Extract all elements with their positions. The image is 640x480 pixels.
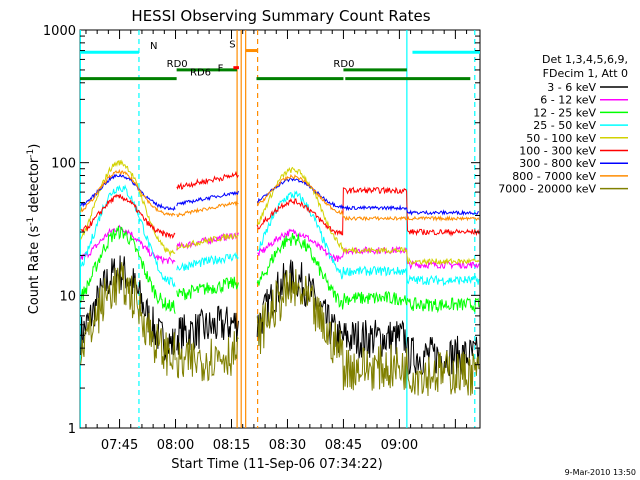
series-line — [80, 224, 480, 270]
y-axis-label: Count Rate (s-1 detector-1) — [26, 144, 42, 315]
legend-label: 3 - 6 keV — [547, 81, 596, 94]
x-tick-label: 08:30 — [269, 438, 306, 453]
series-line — [80, 225, 480, 314]
x-axis-ticks: 07:45 08:00 08:15 08:30 08:45 09:00 — [85, 30, 468, 453]
y-tick-label: 100 — [51, 157, 76, 172]
legend-label: 7000 - 20000 keV — [498, 183, 596, 196]
legend-label: 800 - 7000 keV — [512, 170, 596, 183]
y-axis-label-part: detector — [27, 157, 42, 217]
flag-label: N — [150, 41, 157, 52]
legend-header: Det 1,3,4,5,6,9, — [542, 53, 628, 66]
flag-label: S — [229, 40, 235, 51]
x-axis-label: Start Time (11-Sep-06 07:34:22) — [171, 457, 382, 472]
legend-label: 12 - 25 keV — [533, 106, 596, 119]
chart-title: HESSI Observing Summary Count Rates — [131, 7, 430, 25]
series-line — [80, 170, 480, 240]
x-tick-label: 09:00 — [381, 438, 418, 453]
x-tick-label: 08:00 — [157, 438, 194, 453]
x-tick-label: 08:15 — [213, 438, 250, 453]
legend-label: 25 - 50 keV — [533, 119, 596, 132]
series-line — [80, 159, 480, 266]
y-axis-label-part: Count Rate (s — [27, 226, 42, 315]
series-line — [80, 262, 480, 397]
series-line — [80, 184, 480, 288]
y-axis-label-sup: -1 — [26, 149, 36, 158]
legend-label: 50 - 100 keV — [526, 132, 596, 145]
legend: Det 1,3,4,5,6,9, FDecim 1, Att 0 3 - 6 k… — [498, 53, 628, 196]
x-tick-label: 08:45 — [325, 438, 362, 453]
legend-label: 300 - 800 keV — [519, 157, 596, 170]
legend-header: FDecim 1, Att 0 — [543, 67, 628, 80]
legend-label: 100 - 300 keV — [519, 145, 596, 158]
legend-label: 6 - 12 keV — [540, 94, 596, 107]
y-tick-label: 10 — [59, 289, 76, 304]
series-lines — [80, 159, 480, 397]
flag-label: RD0 — [167, 59, 188, 70]
footer-timestamp: 9-Mar-2010 13:50 — [565, 468, 636, 477]
vertical-markers — [79, 30, 476, 428]
flag-label: F — [218, 64, 224, 75]
y-axis-ticks: 1 10 100 1000 — [43, 24, 480, 437]
y-tick-label: 1000 — [43, 24, 76, 39]
series-line — [80, 168, 480, 222]
y-tick-label: 1 — [68, 422, 76, 437]
x-tick-label: 07:45 — [101, 438, 138, 453]
flag-label: RD0 — [333, 59, 354, 70]
y-axis-label-sup: -1 — [26, 217, 36, 226]
flag-label: RD6 — [190, 68, 211, 79]
y-axis-label-part: ) — [27, 144, 42, 149]
